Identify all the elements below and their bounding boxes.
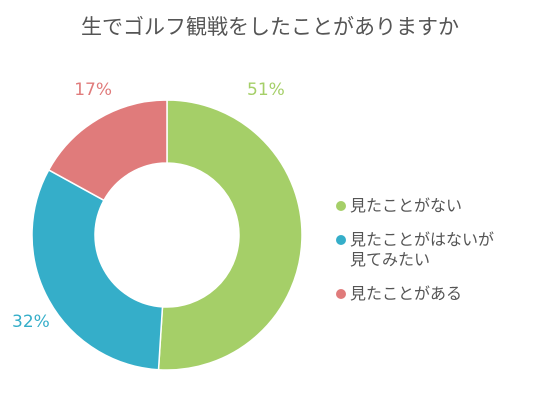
chart-title: 生でゴルフ観戦をしたことがありますか [81, 15, 459, 39]
percentage-labels: 51% 32% 17% [12, 80, 285, 332]
legend-label-1: 見たことがない [350, 196, 462, 215]
legend-marker-2 [336, 235, 346, 245]
pct-label-1: 51% [247, 80, 285, 100]
pct-label-2: 32% [12, 312, 50, 332]
legend-label-2: 見たことがはないが見てみたい [350, 230, 494, 269]
pct-label-3: 17% [74, 80, 112, 100]
slice-2 [31, 168, 164, 371]
legend-marker-3 [336, 289, 346, 299]
legend-marker-1 [336, 201, 346, 211]
slice-1 [157, 99, 303, 371]
donut-slices [31, 99, 303, 371]
slice-3 [47, 99, 168, 202]
legend-label-3: 見たことがある [350, 284, 462, 303]
